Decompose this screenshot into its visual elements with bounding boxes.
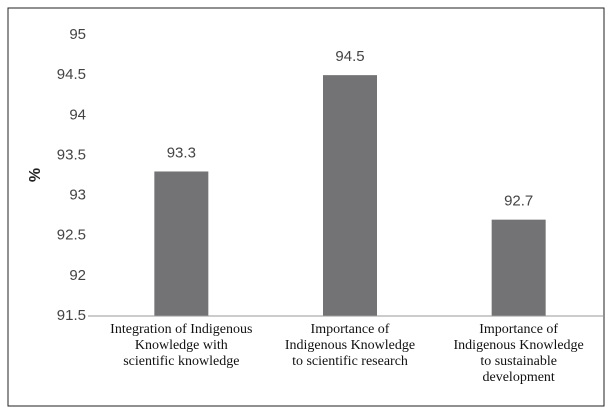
x-tick-label: Importance of Indigenous Knowledge to su…	[453, 322, 584, 385]
y-tick-label: 94.5	[57, 66, 86, 83]
data-label: 92.7	[504, 193, 533, 210]
y-tick-label: 92	[69, 267, 86, 284]
bar	[491, 219, 546, 316]
data-label: 94.5	[335, 48, 364, 65]
y-tick-label: 92.5	[57, 227, 86, 244]
y-tick-label: 93	[69, 187, 86, 204]
y-tick-label: 91.5	[57, 307, 86, 324]
data-label: 93.3	[167, 144, 196, 161]
x-tick-label: Integration of Indigenous Knowledge with…	[110, 322, 253, 369]
y-tick-label: 95	[69, 26, 86, 43]
frame	[7, 7, 605, 407]
y-tick-label: 93.5	[57, 146, 86, 163]
y-tick-label: 94	[69, 106, 86, 123]
y-axis-label: %	[27, 168, 44, 182]
bar	[323, 75, 377, 317]
bar	[154, 171, 209, 316]
x-tick-label: Importance of Indigenous Knowledge to sc…	[284, 322, 416, 369]
